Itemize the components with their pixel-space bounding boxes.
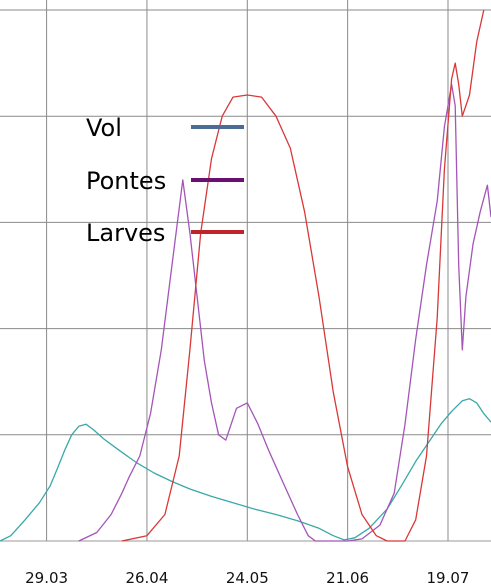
legend: Vol Pontes Larves bbox=[86, 114, 244, 247]
x-tick-label-4: 19.07 bbox=[427, 569, 470, 587]
legend-label-pontes: Pontes bbox=[86, 167, 166, 195]
x-tick-label-1: 26.04 bbox=[125, 569, 168, 587]
series-line-vol bbox=[0, 398, 491, 542]
x-tick-label-3: 21.06 bbox=[326, 569, 369, 587]
x-axis-ticks: 29.03 26.04 24.05 21.06 19.07 bbox=[25, 569, 469, 587]
series-line-pontes bbox=[78, 83, 491, 542]
series-line-larves bbox=[121, 9, 485, 542]
x-tick-label-2: 24.05 bbox=[226, 569, 269, 587]
grid bbox=[0, 0, 491, 542]
legend-label-larves: Larves bbox=[86, 219, 165, 247]
x-tick-label-0: 29.03 bbox=[25, 569, 68, 587]
legend-label-vol: Vol bbox=[86, 114, 122, 142]
series-lines bbox=[0, 9, 491, 542]
